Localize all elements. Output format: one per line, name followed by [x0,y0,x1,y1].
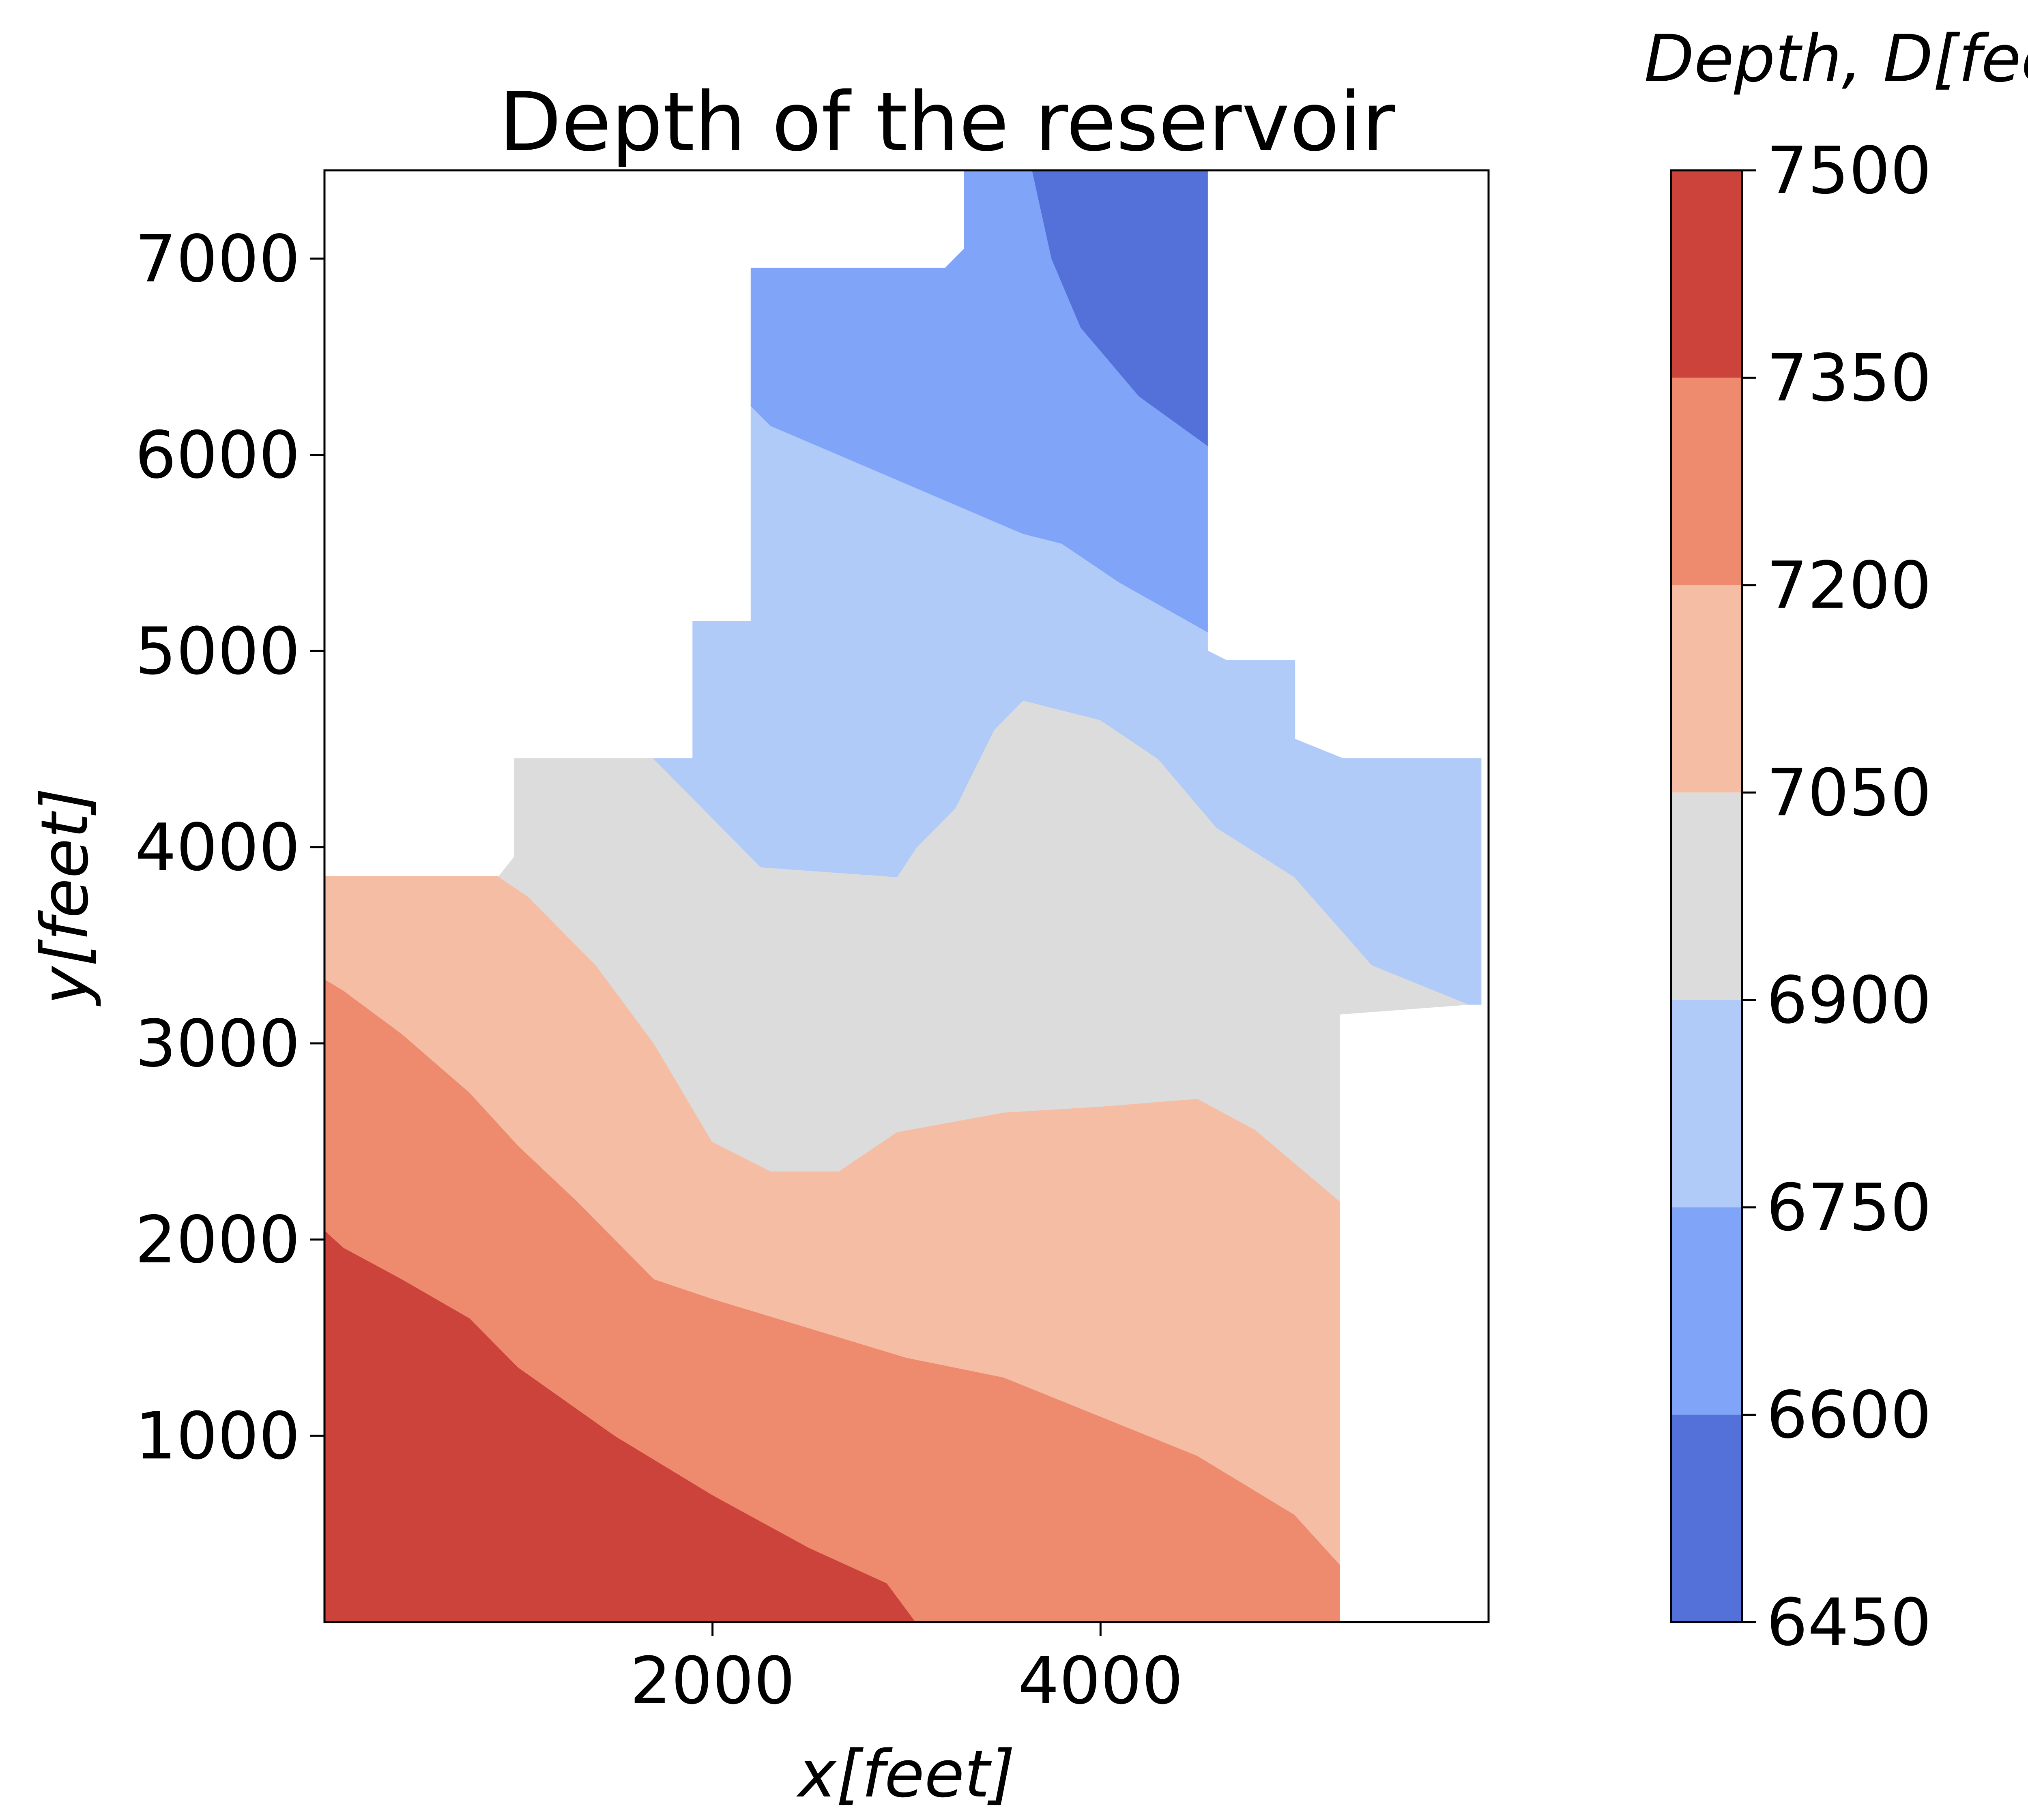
x-axis-ticks: 2000 4000 [630,1622,1183,1719]
colorbar-ticks: 6450 6600 6750 6900 7050 7200 7350 7500 [1742,133,1931,1660]
plot-frame [323,169,1490,1623]
colorbar-tick-label: 7200 [1766,547,1931,623]
y-tick-label: 3000 [135,1006,300,1082]
colorbar-segment-6600-6750 [1671,1207,1742,1415]
colorbar-tick-label: 6750 [1766,1170,1931,1245]
colorbar-frame [1670,169,1743,1623]
y-tick-label: 7000 [135,221,300,297]
colorbar-segment-6750-6900 [1671,1000,1742,1208]
colorbar-tick-label: 6600 [1766,1377,1931,1453]
colorbar-segment-7050-7200 [1671,585,1742,793]
colorbar [1671,170,1742,1622]
x-tick-label: 4000 [1018,1643,1183,1719]
y-axis-label: y[feet] [27,788,103,1006]
x-axis-label: x[feet] [796,1736,1015,1812]
colorbar-tick-label: 7500 [1766,133,1931,208]
colorbar-label: Depth, D[feet] [1644,21,2028,97]
y-tick-label: 2000 [135,1202,300,1278]
colorbar-tick-label: 6900 [1766,962,1931,1038]
colorbar-tick-label: 7350 [1766,340,1931,416]
y-tick-label: 4000 [135,809,300,885]
x-tick-label: 2000 [630,1643,795,1719]
y-tick-label: 5000 [135,613,300,689]
colorbar-segment-6900-7050 [1671,792,1742,1000]
colorbar-segment-7350-7500 [1671,170,1742,378]
y-tick-label: 1000 [135,1398,300,1474]
y-axis-ticks: 1000 2000 3000 4000 5000 6000 7000 [135,221,324,1474]
colorbar-tick-label: 7050 [1766,755,1931,831]
contour-bands [324,170,1482,1623]
colorbar-segment-6450-6600 [1671,1414,1742,1622]
y-tick-label: 6000 [135,417,300,493]
colorbar-tick-label: 6450 [1766,1584,1931,1660]
colorbar-segment-7200-7350 [1671,378,1742,585]
chart-title: Depth of the reservoir [499,75,1396,170]
